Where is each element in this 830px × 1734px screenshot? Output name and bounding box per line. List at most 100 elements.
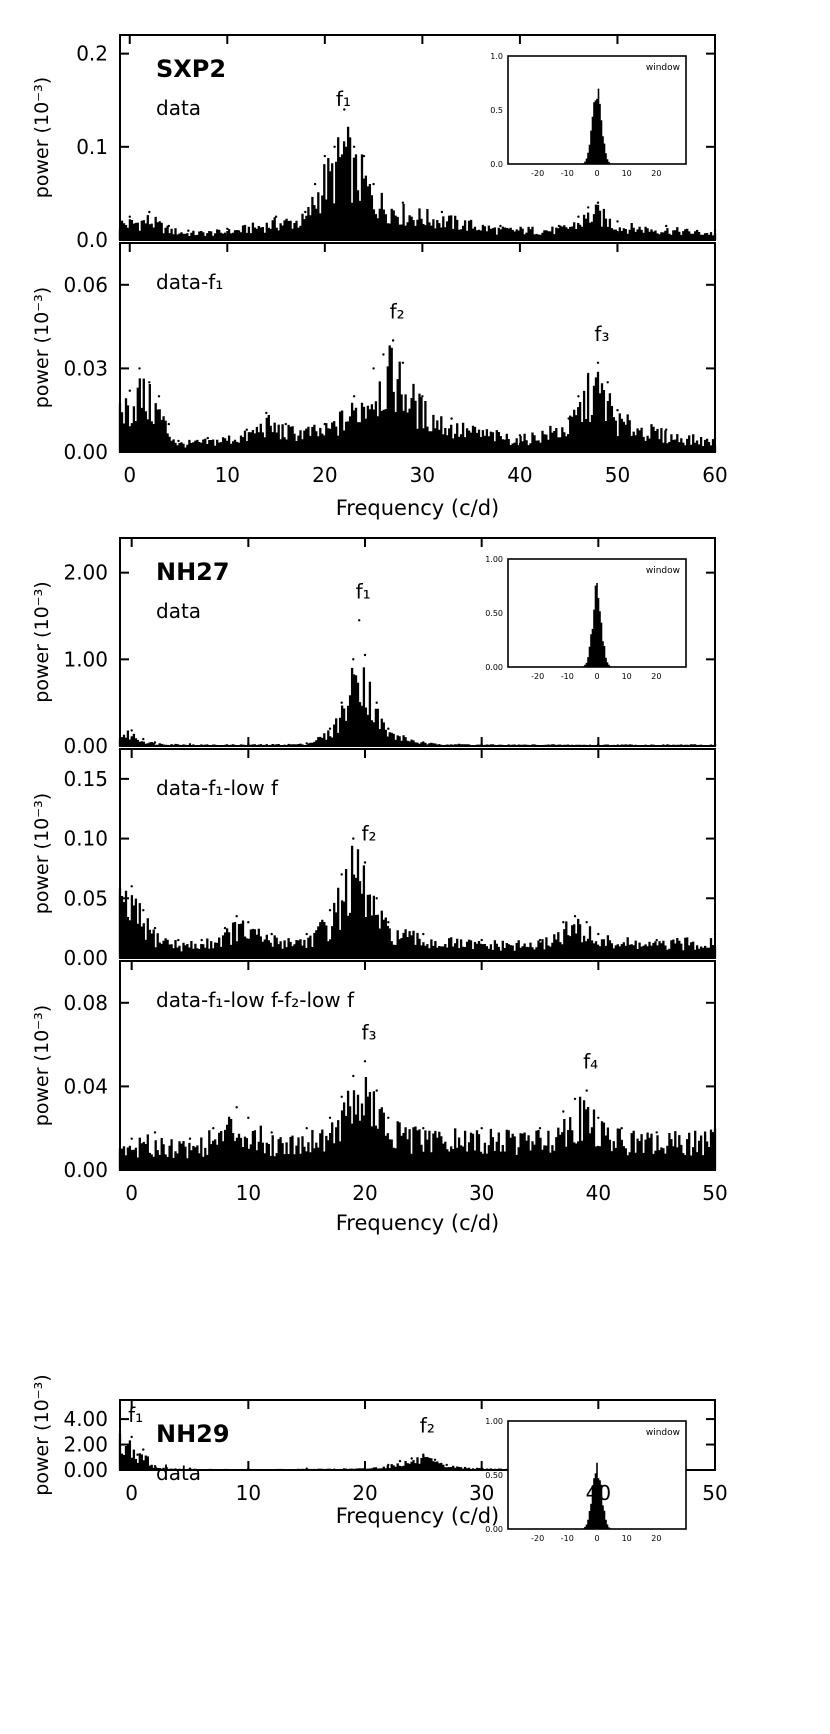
spectrum-point (323, 422, 326, 426)
spectrum-point (665, 224, 668, 228)
inset-x-tick-label: 0 (594, 672, 599, 681)
spectrum-point (328, 909, 332, 912)
spectrum-point (343, 108, 346, 111)
spectrum-point (577, 395, 580, 398)
panel-subtitle: data (156, 1461, 201, 1485)
spectrum-point (165, 1466, 168, 1470)
inset-x-tick-label: -10 (561, 169, 574, 178)
inset-x-tick-label: 0 (594, 169, 599, 178)
panel-subtitle: data-f₁ (156, 270, 223, 294)
x-tick-label: 50 (702, 1181, 727, 1205)
x-tick-label: 20 (352, 1181, 377, 1205)
spectrum-point (235, 1106, 238, 1109)
spectrum-point (352, 1074, 355, 1078)
inset-x-tick-label: -20 (531, 672, 544, 681)
spectrum-point (142, 1448, 145, 1451)
spectrum-point (445, 1463, 448, 1467)
inset-y-tick-label: 0.50 (485, 609, 503, 618)
spectrum-point (177, 439, 180, 443)
panel-frame (119, 537, 716, 747)
spectrum-point (157, 395, 161, 398)
spectrum-point (270, 1131, 273, 1134)
y-tick-label: 0.1 (76, 135, 108, 159)
spectrum-point (340, 873, 343, 876)
spectrum-point (433, 1458, 437, 1462)
x-axis-label: Frequency (c/d) (336, 1504, 500, 1528)
x-tick-label: 0 (123, 463, 136, 487)
y-tick-label: 0.00 (63, 1458, 108, 1482)
panel-subtitle: data (156, 96, 201, 120)
y-tick-label: 0.15 (63, 767, 108, 791)
peak-label: f₁ (336, 87, 351, 111)
spectrum-point (372, 182, 375, 186)
spectrum-point (340, 701, 343, 704)
y-tick-label: 1.00 (63, 647, 108, 671)
spectrum-point (422, 1127, 425, 1130)
spectrum-point (206, 436, 209, 440)
spectrum-point (226, 227, 229, 230)
spectrum-point (200, 938, 203, 942)
spectrum-point (284, 422, 287, 426)
spectrum-point (387, 1116, 390, 1120)
peak-label: f₂ (361, 821, 376, 845)
inset-legend: window (646, 566, 680, 576)
y-tick-label: 2.00 (63, 1433, 108, 1457)
spectrum-point (577, 215, 580, 218)
spectrum-point (187, 229, 190, 232)
inset-x-tick-label: 10 (622, 672, 632, 681)
spectrum-point (352, 658, 355, 661)
x-axis-label: Frequency (c/d) (336, 1211, 500, 1235)
x-tick-label: 40 (586, 1481, 611, 1505)
x-tick-label: 10 (215, 463, 240, 487)
y-tick-label: 0.00 (63, 946, 108, 970)
spectrum-point (247, 1116, 250, 1120)
spectrum-point (363, 861, 367, 864)
inset-x-tick-label: -20 (531, 1534, 544, 1543)
spectrum-point (153, 1465, 157, 1468)
inset-x-tick-label: 20 (651, 169, 661, 178)
inset-y-tick-label: 1.00 (485, 1417, 503, 1426)
y-tick-label: 2.00 (63, 561, 108, 585)
panel-subtitle: data-f₁-low f-f₂-low f (156, 988, 355, 1012)
inset-x-tick-label: 10 (622, 169, 632, 178)
x-tick-label: 40 (586, 1181, 611, 1205)
panel-1-2: 0.00 0.04 0.08 power (10⁻³) data-f₁-low f-f₂… (31, 960, 717, 1182)
panel-subtitle: data-f₁-low f (156, 776, 279, 800)
spectrum-point (235, 915, 238, 918)
spectrum-point (130, 1137, 133, 1140)
spectrum-point (422, 1453, 425, 1456)
spectrum-point (480, 1127, 483, 1130)
spectrum-point (270, 932, 273, 936)
y-axis-label: power (10⁻³) (31, 77, 53, 198)
y-axis-label: power (10⁻³) (31, 581, 53, 702)
inset-x-tick-label: -20 (531, 169, 544, 178)
spectrum-point (410, 1457, 413, 1460)
spectrum-point (247, 921, 250, 924)
spectrum-point (480, 938, 483, 942)
spectrum-point (363, 653, 367, 657)
x-tick-label: 20 (312, 463, 337, 487)
spectrum-point (148, 210, 151, 214)
spectrum-point (421, 395, 424, 398)
peak-label: f₁ (356, 579, 371, 603)
spectrum-point (387, 727, 390, 730)
panel-subtitle: data (156, 599, 201, 623)
spectrum-point (518, 434, 522, 437)
window-inset: 0.0 0.5 1.0 -20 -10 0 10 20 window (490, 52, 687, 178)
panel-frame (119, 1399, 716, 1471)
x-axis-label: Frequency (c/d) (336, 496, 500, 520)
peak-label: f₁ (128, 1403, 143, 1427)
spectrum-point (148, 381, 151, 384)
spectrum-point (499, 224, 502, 228)
y-tick-label: 0.10 (63, 827, 108, 851)
spectrum-point (585, 1089, 588, 1092)
spectrum-point (362, 154, 366, 158)
spectrum-point (372, 367, 375, 370)
inset-legend: window (646, 1428, 680, 1438)
spectrum-point (265, 411, 268, 415)
x-tick-label: 10 (236, 1481, 261, 1505)
panel-0-0: 0.0 0.1 0.2 power (10⁻³) SXP2 data f₁ 0.0 0.5 1.0… (31, 34, 717, 252)
spectrum-point (128, 215, 131, 218)
inset-x-tick-label: 20 (651, 672, 661, 681)
